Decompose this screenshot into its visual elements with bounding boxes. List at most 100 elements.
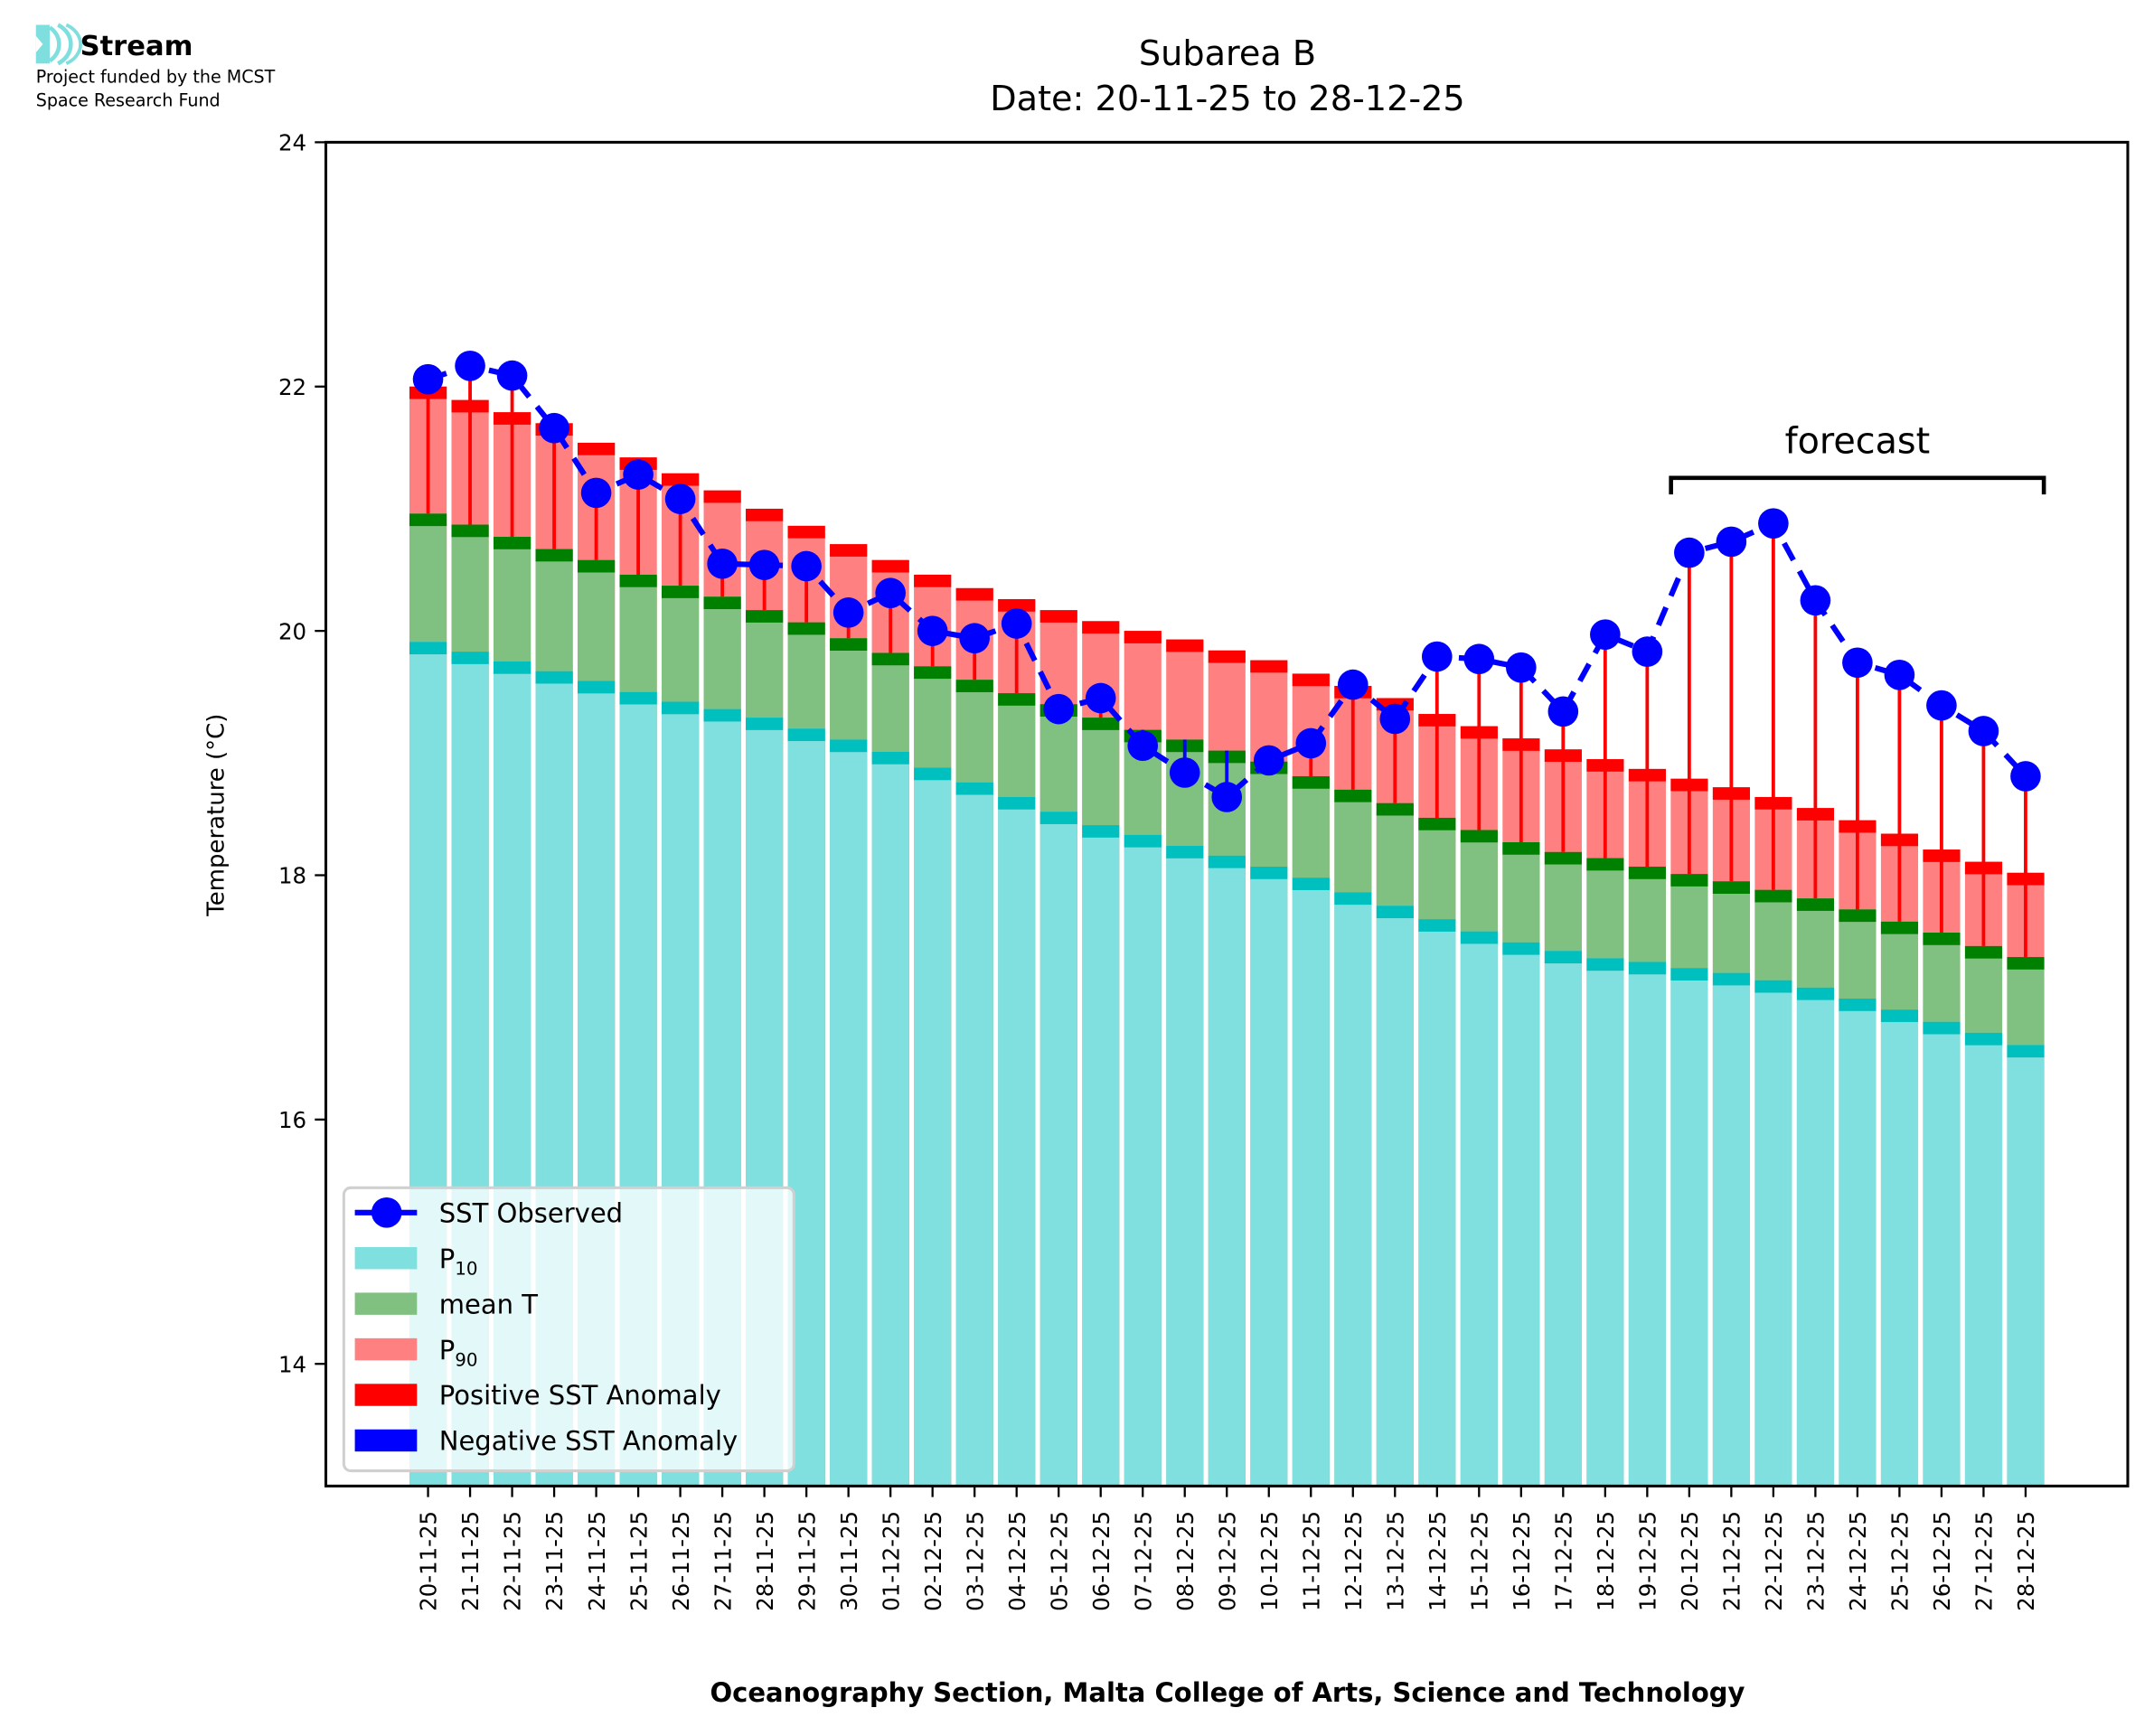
bar-separator (911, 142, 915, 1487)
p10-bar (1460, 931, 1498, 1487)
legend-subscript: 10 (455, 1259, 477, 1280)
bar-separator (1794, 142, 1797, 1487)
p10-edge (1418, 919, 1456, 932)
x-tick-label: 28-12-25 (2013, 1511, 2039, 1611)
x-tick-label: 30-11-25 (836, 1511, 862, 1611)
sst-marker (1337, 669, 1369, 700)
mean-edge (914, 666, 952, 680)
sst-marker (1800, 585, 1831, 616)
y-axis-label: Temperature (°C) (202, 714, 230, 917)
bar-separator (743, 142, 747, 1487)
sst-marker (623, 459, 654, 490)
mean-edge (1334, 789, 1372, 802)
x-tick-label: 22-12-25 (1761, 1511, 1787, 1611)
p10-bar (1124, 834, 1162, 1487)
p90-edge (1124, 631, 1162, 643)
p90-edge (661, 473, 700, 486)
x-axis-label: Oceanography Section, Malta College of A… (710, 1677, 1745, 1708)
bar-separator (617, 142, 620, 1487)
legend-label-sst: SST Observed (439, 1197, 623, 1228)
x-tick-label: 28-11-25 (752, 1511, 778, 1611)
p10-edge (998, 796, 1036, 810)
p10-bar (1670, 968, 1708, 1487)
x-tick-label: 20-12-25 (1677, 1511, 1703, 1611)
mean-edge (703, 596, 741, 610)
mean-edge (955, 680, 993, 692)
p90-edge (955, 587, 993, 601)
sst-marker (1590, 619, 1621, 650)
p10-edge (451, 652, 489, 664)
mean-edge (451, 524, 489, 538)
x-tick-label: 16-12-25 (1509, 1511, 1535, 1611)
x-tick-label: 12-12-25 (1340, 1511, 1367, 1611)
mean-edge (787, 622, 825, 635)
bar-separator (1079, 142, 1083, 1487)
x-tick-label: 27-11-25 (710, 1511, 736, 1611)
x-tick-label: 19-12-25 (1635, 1511, 1661, 1611)
wave-signal-icon (35, 23, 82, 66)
legend-swatch-pos (354, 1384, 418, 1406)
p10-bar (1082, 825, 1120, 1487)
sst-marker (539, 412, 569, 444)
p10-edge (2007, 1045, 2045, 1058)
p10-bar (1796, 987, 1835, 1487)
legend-swatch-p10 (354, 1247, 418, 1270)
p10-bar (1544, 951, 1582, 1487)
sst-line-layer (412, 350, 2041, 812)
p90-edge (871, 559, 909, 573)
p90-edge (787, 525, 825, 539)
x-tick-label: 25-12-25 (1887, 1511, 1914, 1611)
p10-edge (619, 691, 657, 705)
x-tick-label: 07-12-25 (1130, 1511, 1156, 1611)
p10-bar (1208, 855, 1246, 1487)
legend-box (342, 1186, 795, 1473)
x-tick-label: 20-11-25 (416, 1511, 442, 1611)
sst-marker (1884, 659, 1915, 690)
sst-marker (1842, 647, 1873, 679)
sst-marker (455, 350, 485, 381)
bar-separator (827, 142, 831, 1487)
sst-marker (1421, 641, 1453, 672)
x-tick-label: 22-11-25 (500, 1511, 526, 1611)
bar-separator (1374, 142, 1377, 1487)
p10-edge (1712, 972, 1750, 986)
p10-edge (1880, 1009, 1919, 1022)
p10-edge (1124, 834, 1162, 848)
p10-edge (787, 728, 825, 742)
bar-separator (1500, 142, 1503, 1487)
mean-edge (619, 574, 657, 587)
sst-marker (1085, 682, 1116, 714)
x-tick-label: 26-12-25 (1929, 1511, 1955, 1611)
x-tick-label: 14-12-25 (1425, 1511, 1451, 1611)
x-tick-label: 04-12-25 (1004, 1511, 1030, 1611)
bar-separator (785, 142, 788, 1487)
legend-label-neg: Negative SST Anomaly (439, 1426, 738, 1457)
mean-edge (577, 559, 616, 573)
x-tick-label: 05-12-25 (1046, 1511, 1072, 1611)
x-tick-label: 01-12-25 (878, 1511, 904, 1611)
mean-edge (746, 610, 784, 623)
p10-edge (1460, 931, 1498, 944)
bar-separator (1921, 142, 1924, 1487)
x-tick-label: 24-11-25 (584, 1511, 610, 1611)
sst-marker (1632, 636, 1663, 667)
mean-edge (1628, 867, 1666, 879)
chart-title: Subarea B (1139, 34, 1316, 74)
mean-edge (493, 537, 531, 549)
logo-line-1: Project funded by the MCST (36, 67, 276, 88)
x-axis-ticks: 20-11-25 21-11-25 22-11-25 23-11-25 24-11-25… (416, 1486, 2039, 1611)
p10-edge (1544, 951, 1582, 964)
sst-marker (832, 597, 864, 628)
sst-marker (748, 549, 780, 580)
p10-bar (1628, 962, 1666, 1487)
p10-edge (1166, 846, 1204, 859)
mean-edge (1754, 889, 1792, 903)
p10-edge (703, 708, 741, 722)
mean-edge (871, 652, 909, 666)
logo: Stream Project funded by the MCST Space … (35, 23, 276, 111)
x-tick-label: 29-11-25 (794, 1511, 820, 1611)
sst-marker (1926, 690, 1957, 721)
mean-edge (1502, 841, 1540, 855)
p10-edge (1754, 980, 1792, 993)
